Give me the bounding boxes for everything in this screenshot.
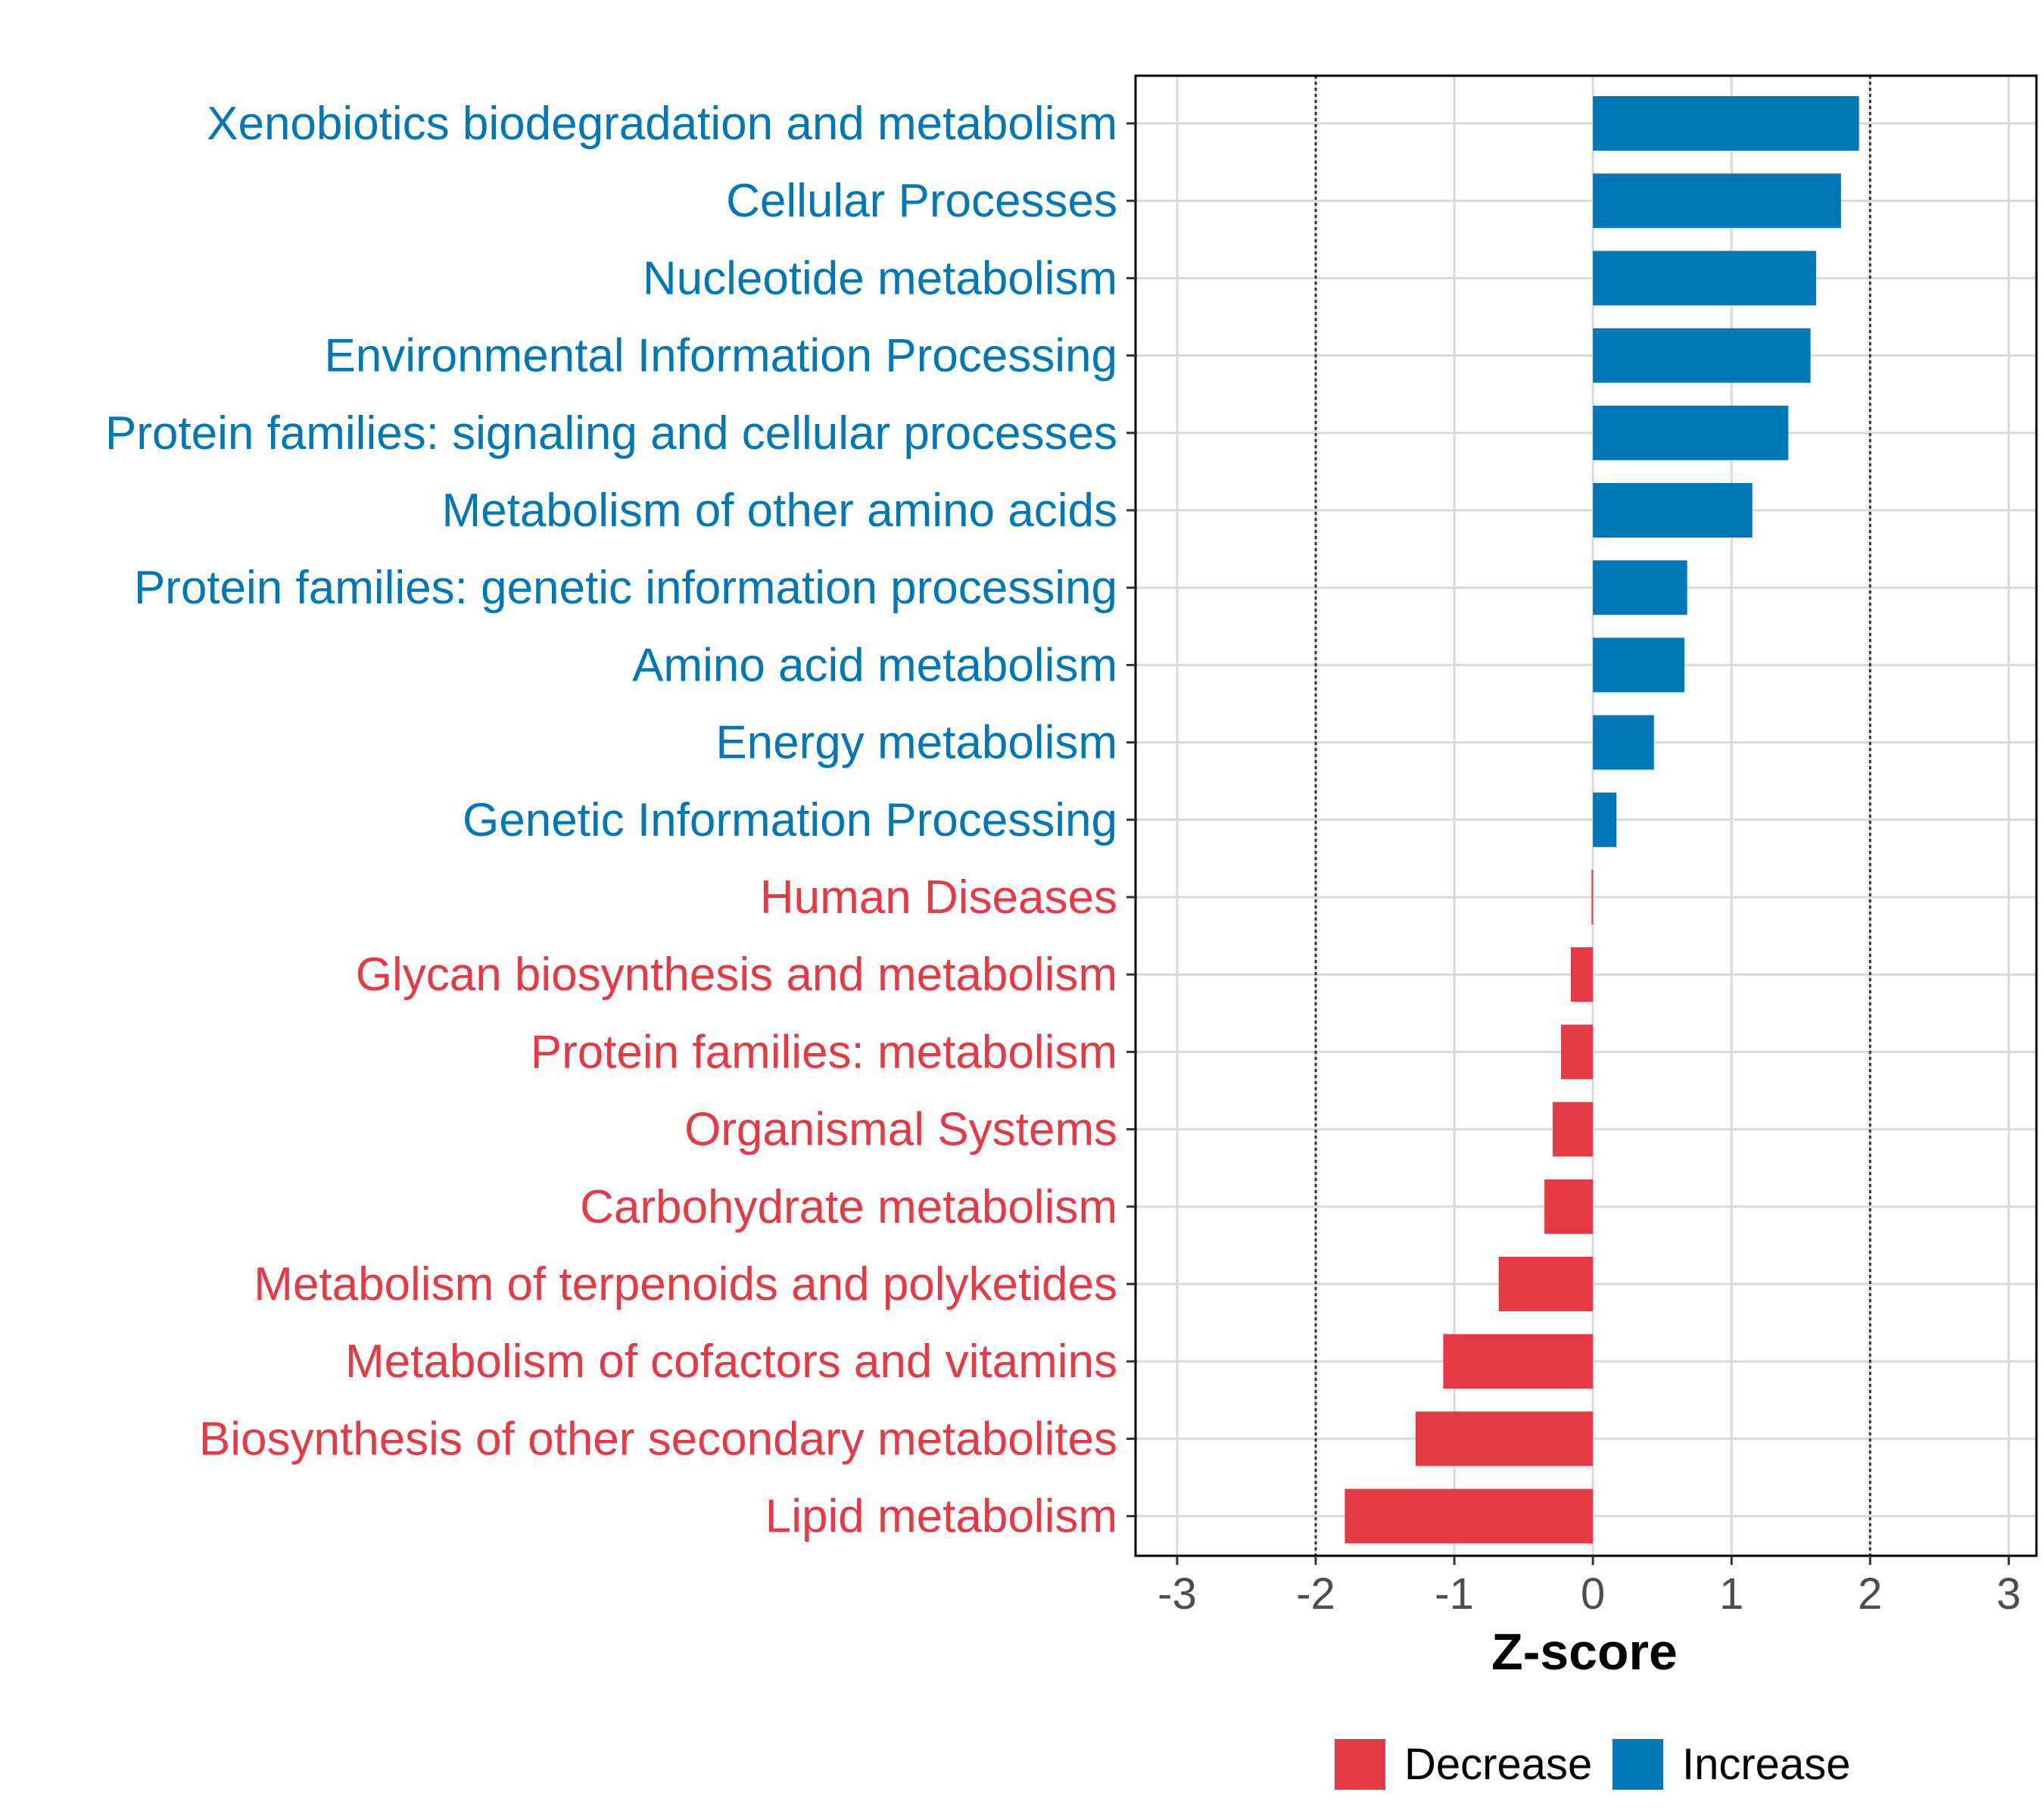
bar xyxy=(1593,96,1859,151)
category-label: Protein families: metabolism xyxy=(531,1026,1117,1078)
x-tick-label: 3 xyxy=(1996,1569,2021,1619)
plot-panel-border xyxy=(1134,74,2038,1557)
legend-label: Decrease xyxy=(1404,1740,1592,1789)
legend-swatch xyxy=(1335,1739,1385,1790)
bar xyxy=(1415,1411,1594,1466)
category-label: Protein families: genetic information pr… xyxy=(134,562,1117,614)
category-label: Metabolism of other amino acids xyxy=(441,485,1117,537)
category-label: Glycan biosynthesis and metabolism xyxy=(356,949,1117,1001)
category-label: Human Diseases xyxy=(760,871,1117,924)
x-tick-label: -3 xyxy=(1158,1569,1197,1619)
category-label: Carbohydrate metabolism xyxy=(580,1181,1117,1233)
bar xyxy=(1593,173,1841,229)
bar xyxy=(1593,251,1816,306)
bar xyxy=(1553,1102,1594,1157)
bar xyxy=(1591,870,1594,924)
bar xyxy=(1593,483,1753,538)
x-tick-label: 0 xyxy=(1581,1569,1605,1619)
bar xyxy=(1593,792,1617,847)
category-label: Organismal Systems xyxy=(684,1104,1117,1156)
y-axis: Xenobiotics biodegradation and metabolis… xyxy=(105,98,1136,1543)
reference-lines xyxy=(1314,76,1871,1556)
category-label: Protein families: signaling and cellular… xyxy=(105,407,1117,460)
category-label: Nucleotide metabolism xyxy=(643,252,1117,304)
x-tick-label: 2 xyxy=(1858,1569,1882,1619)
bar xyxy=(1498,1257,1594,1311)
bar xyxy=(1593,637,1684,693)
category-label: Environmental Information Processing xyxy=(324,330,1117,382)
category-label: Metabolism of cofactors and vitamins xyxy=(345,1335,1117,1388)
gridlines xyxy=(1136,76,2036,1556)
category-label: Cellular Processes xyxy=(726,175,1117,227)
category-label: Genetic Information Processing xyxy=(463,794,1117,846)
bar xyxy=(1561,1024,1594,1080)
bar xyxy=(1443,1334,1594,1389)
bar xyxy=(1593,560,1687,616)
bar xyxy=(1593,715,1654,770)
bar xyxy=(1593,405,1789,460)
legend-label: Increase xyxy=(1682,1740,1850,1789)
bar xyxy=(1344,1488,1594,1544)
category-label: Biosynthesis of other secondary metaboli… xyxy=(199,1413,1117,1465)
bar xyxy=(1570,947,1594,1002)
x-tick-label: 1 xyxy=(1719,1569,1743,1619)
x-axis-title: Z-score xyxy=(1491,1623,1678,1681)
x-axis: -3 -2 -1 0 1 2 3 xyxy=(1158,1556,2021,1619)
category-label: Xenobiotics biodegradation and metabolis… xyxy=(207,98,1117,150)
legend-swatch xyxy=(1612,1739,1663,1790)
x-tick-label: -1 xyxy=(1435,1569,1474,1619)
category-label: Metabolism of terpenoids and polyketides xyxy=(254,1258,1117,1311)
bars xyxy=(1344,96,1859,1544)
category-label: Amino acid metabolism xyxy=(632,639,1117,691)
category-label: Energy metabolism xyxy=(715,717,1117,769)
category-label: Lipid metabolism xyxy=(765,1491,1117,1543)
bar xyxy=(1544,1179,1594,1234)
legend: Decrease Increase xyxy=(1335,1739,1850,1790)
bar xyxy=(1593,328,1811,383)
x-tick-label: -2 xyxy=(1296,1569,1335,1619)
